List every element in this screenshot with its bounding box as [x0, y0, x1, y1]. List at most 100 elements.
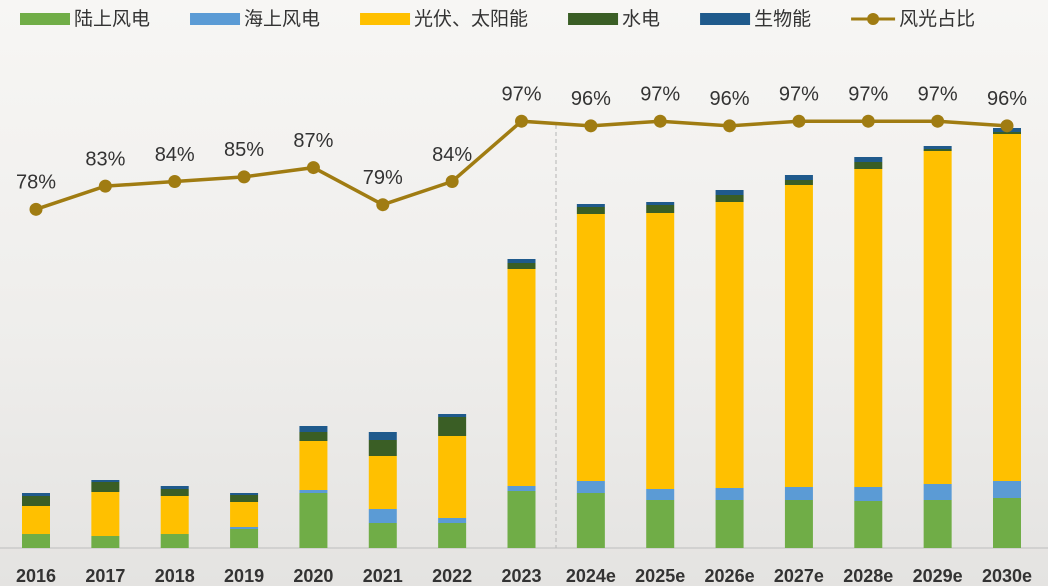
line-point: [376, 198, 389, 211]
bar-segment: [508, 486, 536, 491]
bar-segment: [577, 214, 605, 481]
line-point: [307, 161, 320, 174]
bar-segment: [22, 506, 50, 534]
bar-segment: [646, 205, 674, 213]
x-tick-label: 2016: [16, 566, 56, 586]
bar-segment: [508, 259, 536, 263]
bar-segment: [230, 529, 258, 548]
bar-segment: [993, 498, 1021, 548]
data-label: 97%: [501, 83, 541, 105]
bar-segment: [22, 493, 50, 496]
line-point: [238, 170, 251, 183]
x-tick-label: 2023: [501, 566, 541, 586]
bar-segment: [646, 489, 674, 500]
x-tick-label: 2029e: [913, 566, 963, 586]
bar-segment: [993, 481, 1021, 498]
data-label: 97%: [779, 83, 819, 105]
legend-swatch: [700, 13, 750, 25]
bar-segment: [924, 151, 952, 484]
x-tick-label: 2030e: [982, 566, 1032, 586]
data-label: 97%: [918, 83, 958, 105]
x-tick-label: 2028e: [843, 566, 893, 586]
data-label: 83%: [85, 148, 125, 170]
data-label: 96%: [571, 88, 611, 110]
bar-segment: [854, 157, 882, 162]
bar-segment: [299, 441, 327, 490]
bar-segment: [369, 440, 397, 456]
bar-segment: [646, 202, 674, 205]
bar-segment: [161, 489, 189, 496]
bar-segment: [508, 269, 536, 486]
bar-segment: [161, 496, 189, 534]
bar-segment: [716, 488, 744, 500]
bar-segment: [438, 523, 466, 548]
x-tick-label: 2027e: [774, 566, 824, 586]
legend-swatch: [190, 13, 240, 25]
bar-segment: [577, 207, 605, 214]
bar-segment: [299, 426, 327, 432]
bar-segment: [438, 436, 466, 518]
line-point: [792, 115, 805, 128]
bar-segment: [854, 162, 882, 169]
bar-segment: [785, 185, 813, 487]
data-label: 96%: [987, 88, 1027, 110]
x-tick-label: 2019: [224, 566, 264, 586]
x-tick-label: 2017: [85, 566, 125, 586]
bar-segment: [230, 527, 258, 529]
legend-label: 生物能: [754, 8, 811, 30]
data-label: 78%: [16, 172, 56, 194]
bar-segment: [369, 432, 397, 440]
bar-segment: [369, 456, 397, 509]
legend-label: 陆上风电: [74, 8, 150, 30]
bar-segment: [924, 146, 952, 149]
bar-segment: [924, 500, 952, 548]
bar-segment: [854, 501, 882, 548]
bar-segment: [993, 134, 1021, 481]
data-label: 97%: [848, 83, 888, 105]
line-point: [1001, 119, 1014, 132]
bar-segment: [854, 169, 882, 487]
legend-swatch: [360, 13, 410, 25]
bar-segment: [230, 495, 258, 502]
legend-swatch: [867, 13, 879, 25]
data-label: 84%: [432, 144, 472, 166]
x-tick-label: 2020: [293, 566, 333, 586]
bar-segment: [299, 432, 327, 441]
line-point: [515, 115, 528, 128]
legend-label: 海上风电: [244, 8, 320, 30]
x-tick-label: 2024e: [566, 566, 616, 586]
bar-segment: [91, 480, 119, 482]
legend-swatch: [20, 13, 70, 25]
line-point: [99, 180, 112, 193]
x-tick-label: 2021: [363, 566, 403, 586]
data-label: 87%: [293, 130, 333, 152]
bar-segment: [161, 486, 189, 489]
bar-segment: [22, 534, 50, 548]
legend-label: 风光占比: [899, 8, 975, 30]
line-point: [446, 175, 459, 188]
x-tick-label: 2025e: [635, 566, 685, 586]
bar-segment: [577, 204, 605, 207]
bar-segment: [785, 500, 813, 548]
data-label: 97%: [640, 83, 680, 105]
line-point: [723, 119, 736, 132]
data-label: 84%: [155, 144, 195, 166]
bar-segment: [91, 492, 119, 536]
line-point: [931, 115, 944, 128]
line-point: [654, 115, 667, 128]
bar-segment: [299, 490, 327, 493]
line-point: [862, 115, 875, 128]
data-label: 85%: [224, 139, 264, 161]
x-tick-label: 2022: [432, 566, 472, 586]
bar-segment: [716, 195, 744, 202]
legend-label: 光伏、太阳能: [414, 8, 528, 30]
bar-segment: [716, 190, 744, 195]
line-point: [168, 175, 181, 188]
bar-segment: [716, 202, 744, 488]
bar-segment: [22, 496, 50, 506]
bar-segment: [230, 493, 258, 495]
bar-segment: [785, 487, 813, 500]
page: 陆上风电海上风电光伏、太阳能水电生物能风光占比 2016201720182019…: [0, 0, 1048, 586]
bar-segment: [577, 493, 605, 548]
bar-segment: [854, 487, 882, 501]
